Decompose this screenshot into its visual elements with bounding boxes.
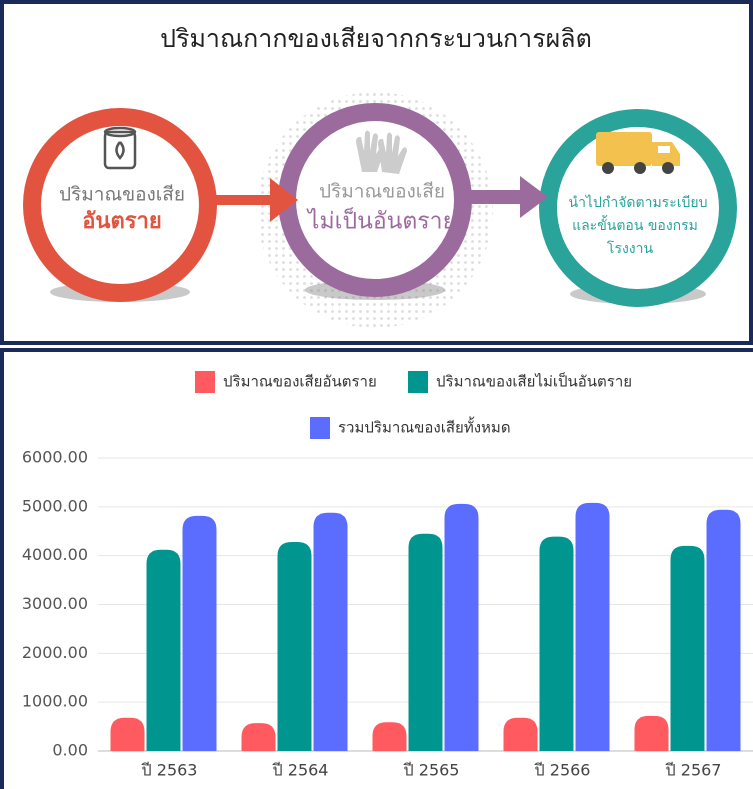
page: {"diagram": { "title": "ปริมาณกากของเสีย…: [0, 0, 753, 789]
legend-swatch: [408, 371, 428, 393]
node-text: อันตราย: [82, 209, 162, 234]
bar: [540, 537, 574, 751]
x-tick-label: ปี 2565: [403, 761, 459, 780]
x-tick-label: ปี 2566: [534, 761, 590, 780]
bar: [576, 503, 610, 751]
y-tick-label: 0.00: [52, 741, 88, 760]
bar: [278, 542, 312, 751]
y-tick-label: 5000.00: [22, 496, 88, 515]
bar: [314, 513, 348, 751]
node-text: และขั้นตอน ของกรม: [572, 215, 698, 234]
bar: [409, 534, 443, 751]
node-text: โรงงาน: [607, 240, 654, 257]
y-tick-label: 1000.00: [22, 692, 88, 711]
x-tick-label: ปี 2567: [665, 761, 721, 780]
bar: [635, 716, 669, 751]
bar: [373, 722, 407, 751]
bar: [183, 516, 217, 751]
bar: [111, 718, 145, 751]
diagram-title: ปริมาณกากของเสียจากกระบวนการผลิต: [160, 24, 592, 53]
bar: [671, 546, 705, 751]
legend-swatch: [195, 371, 215, 393]
legend-label: ปริมาณของเสียไม่เป็นอันตราย: [436, 372, 632, 391]
legend-label: รวมปริมาณของเสียทั้งหมด: [338, 417, 511, 437]
legend-label: ปริมาณของเสียอันตราย: [223, 373, 377, 391]
node-text: นำไปกำจัดตามระเบียบ: [569, 194, 708, 211]
diagram: ปริมาณกากของเสียจากกระบวนการผลิต ปริมาณข…: [0, 0, 753, 345]
y-tick-label: 6000.00: [22, 448, 88, 467]
legend-swatch: [310, 417, 330, 439]
bar: [707, 510, 741, 751]
y-tick-label: 3000.00: [22, 594, 88, 613]
x-tick-label: ปี 2564: [272, 761, 328, 780]
bar: [242, 723, 276, 751]
node-text: ปริมาณของเสีย: [319, 181, 445, 203]
bar: [147, 550, 181, 751]
chart: ปริมาณของเสียอันตราย ปริมาณของเสียไม่เป็น…: [0, 348, 753, 789]
x-tick-label: ปี 2563: [141, 761, 197, 780]
node-text: ปริมาณของเสีย: [59, 184, 185, 206]
bar: [504, 718, 538, 751]
node-text: ไม่เป็นอันตราย: [306, 206, 456, 235]
y-tick-label: 4000.00: [22, 545, 88, 564]
y-tick-label: 2000.00: [22, 643, 88, 662]
bar: [445, 504, 479, 751]
